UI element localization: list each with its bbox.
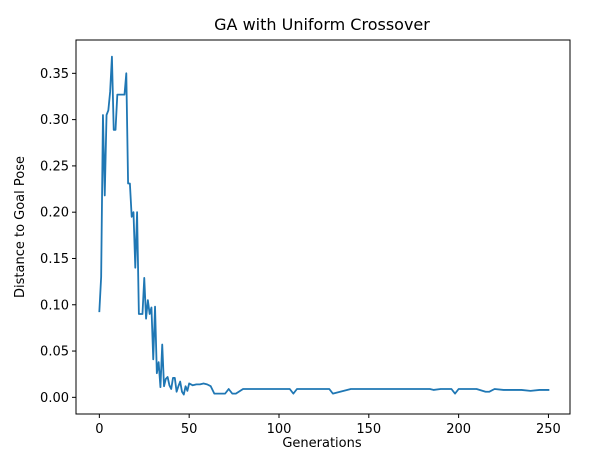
y-axis-label: Distance to Goal Pose (13, 156, 28, 298)
x-tick-label: 50 (181, 422, 198, 437)
x-axis-label: Generations (282, 436, 362, 451)
x-tick-label: 200 (446, 422, 471, 437)
y-axis: 0.00 0.05 0.10 0.15 0.20 0.25 0.30 0.35 (40, 67, 76, 406)
x-tick-label: 100 (267, 422, 292, 437)
y-tick-label: 0.20 (40, 206, 69, 221)
y-tick-label: 0.35 (40, 67, 69, 82)
y-tick-label: 0.25 (40, 159, 69, 174)
plot-frame (75, 39, 571, 415)
y-tick-label: 0.30 (40, 113, 69, 128)
chart-title: GA with Uniform Crossover (214, 15, 430, 34)
y-tick-label: 0.05 (40, 345, 69, 360)
x-tick-label: 150 (356, 422, 381, 437)
series-line (98, 55, 550, 396)
x-tick-label: 0 (95, 422, 103, 437)
x-axis: 0 50 100 150 200 250 (95, 414, 561, 437)
y-tick-label: 0.10 (40, 298, 69, 313)
y-tick-label: 0.15 (40, 252, 69, 267)
x-tick-label: 250 (536, 422, 561, 437)
y-tick-label: 0.00 (40, 391, 69, 406)
